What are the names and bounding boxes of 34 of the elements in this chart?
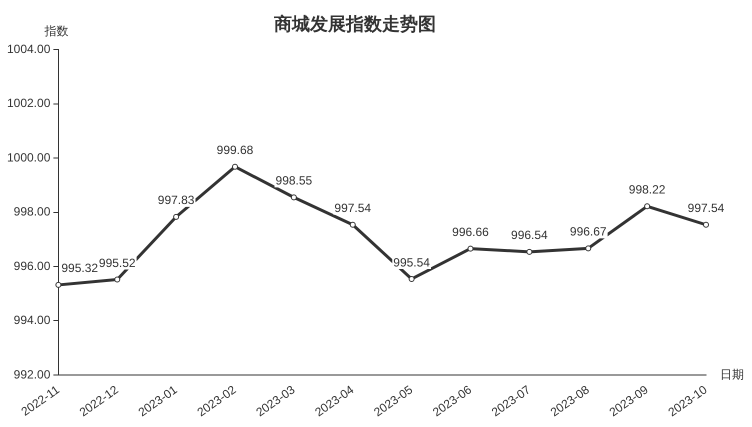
point [173, 214, 180, 220]
data-label: 998.55 [276, 174, 313, 188]
data-label: 996.67 [570, 224, 607, 239]
data-label: 997.83 [158, 193, 195, 208]
point [55, 282, 62, 288]
x-axis-title: 日期 [720, 367, 744, 382]
data-label: 997.54 [688, 201, 725, 216]
point [232, 164, 238, 170]
data-label: 995.54 [393, 255, 430, 270]
data-label: 998.22 [628, 182, 666, 197]
y-tick-label: 996.00 [14, 258, 51, 273]
y-tick-label: 1002.00 [6, 96, 51, 110]
point [468, 246, 474, 252]
point [290, 194, 297, 200]
y-tick-label: 998.00 [14, 204, 51, 219]
point [408, 276, 415, 282]
data-label: 996.66 [452, 224, 490, 239]
data-label: 995.52 [98, 256, 136, 270]
point [703, 222, 709, 228]
y-axis-title: 指数 [43, 24, 68, 38]
data-label: 999.68 [216, 143, 254, 158]
data-label: 996.54 [511, 228, 548, 242]
point [585, 245, 592, 252]
chart-title: 商城发展指数走势图 [273, 14, 436, 34]
data-label: 995.32 [61, 261, 98, 276]
point [114, 276, 120, 283]
point [350, 222, 356, 228]
data-label: 997.54 [334, 201, 372, 216]
point [526, 248, 532, 255]
y-tick-label: 992.00 [14, 367, 51, 382]
y-tick-label: 1000.00 [6, 150, 51, 164]
y-tick-label: 1004.00 [6, 42, 51, 56]
point [644, 203, 650, 210]
y-tick-label: 994.00 [14, 313, 51, 328]
